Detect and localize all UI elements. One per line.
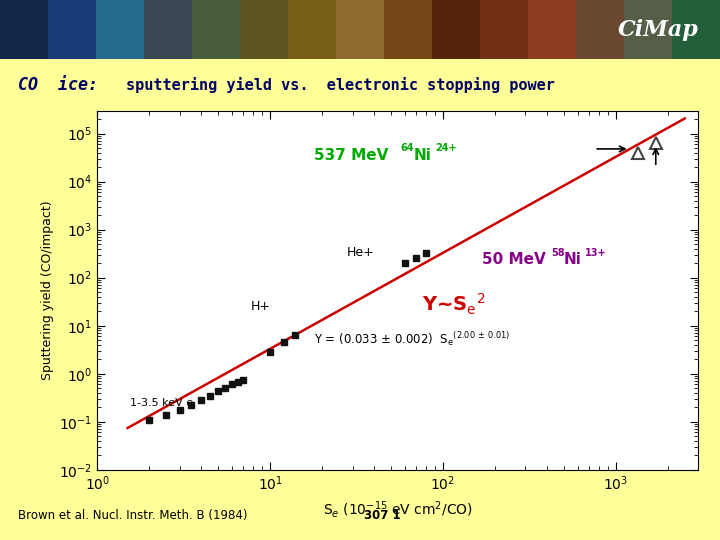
Bar — [144, 0, 192, 59]
X-axis label: S$_e$ (10$^{-15}$ eV cm$^2$/CO): S$_e$ (10$^{-15}$ eV cm$^2$/CO) — [323, 499, 473, 520]
Text: Y~S$_{\rm e}$$^{2}$: Y~S$_{\rm e}$$^{2}$ — [422, 292, 485, 317]
Text: 64: 64 — [401, 144, 414, 153]
Bar — [96, 0, 144, 59]
Text: 1-3.5 keV e: 1-3.5 keV e — [130, 399, 194, 408]
Text: Y = (0.033 $\pm$ 0.002)  S$_{\rm e}$$^{(2.00\,\pm\,0.01)}$: Y = (0.033 $\pm$ 0.002) S$_{\rm e}$$^{(2… — [314, 330, 510, 348]
Text: sputtering yield vs.  electronic stopping power: sputtering yield vs. electronic stopping… — [126, 77, 555, 93]
Text: CO  ice:: CO ice: — [18, 76, 98, 93]
Bar — [240, 0, 288, 59]
Bar — [624, 0, 672, 59]
Text: 307 1: 307 1 — [364, 509, 400, 522]
Bar — [336, 0, 384, 59]
Bar — [672, 0, 720, 59]
Bar — [432, 0, 480, 59]
Bar — [528, 0, 576, 59]
Text: Ni: Ni — [563, 252, 581, 267]
Y-axis label: Sputtering yield (CO/impact): Sputtering yield (CO/impact) — [40, 200, 53, 380]
Bar — [384, 0, 432, 59]
Text: Ni: Ni — [414, 148, 432, 163]
Text: H+: H+ — [251, 300, 271, 313]
Text: 537 MeV: 537 MeV — [314, 148, 393, 163]
Bar — [0, 0, 48, 59]
Text: He+: He+ — [347, 246, 374, 259]
Text: CiMap: CiMap — [618, 19, 698, 40]
Text: Brown et al. Nucl. Instr. Meth. B (1984): Brown et al. Nucl. Instr. Meth. B (1984) — [18, 509, 251, 522]
Bar — [48, 0, 96, 59]
Bar — [192, 0, 240, 59]
Bar — [480, 0, 528, 59]
Bar — [288, 0, 336, 59]
Text: 50 MeV: 50 MeV — [482, 252, 551, 267]
Text: 13+: 13+ — [585, 247, 606, 258]
Text: 58: 58 — [551, 247, 564, 258]
Bar — [576, 0, 624, 59]
Text: 24+: 24+ — [436, 144, 457, 153]
